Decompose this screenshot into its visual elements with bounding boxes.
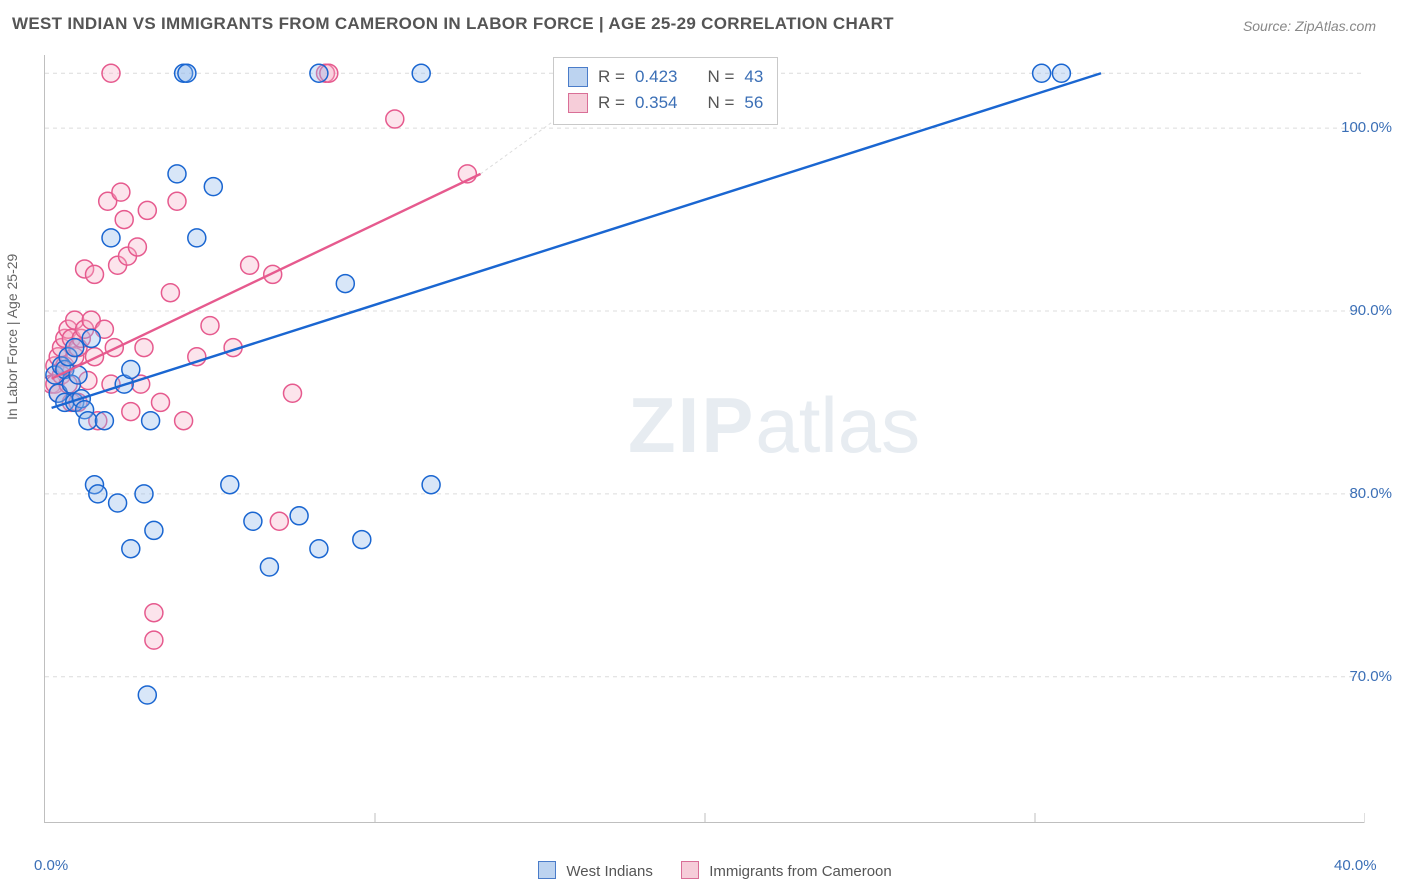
legend-swatch-blue <box>568 67 588 87</box>
legend-label-cameroon: Immigrants from Cameroon <box>709 863 892 880</box>
r-value: 0.423 <box>635 64 678 90</box>
y-tick-70: 70.0% <box>1349 668 1392 685</box>
y-axis-label: In Labor Force | Age 25-29 <box>4 254 20 420</box>
chart-title: WEST INDIAN VS IMMIGRANTS FROM CAMEROON … <box>12 14 894 34</box>
y-tick-80: 80.0% <box>1349 485 1392 502</box>
r-label: R = <box>598 90 625 116</box>
n-label: N = <box>707 90 734 116</box>
legend-label-west-indians: West Indians <box>566 863 652 880</box>
series-legend: West Indians Immigrants from Cameroon <box>0 861 1406 880</box>
legend-swatch-west-indians <box>538 861 556 879</box>
correlation-row-1: R = 0.423 N = 43 <box>568 64 763 90</box>
r-value: 0.354 <box>635 90 678 116</box>
n-value: 56 <box>744 90 763 116</box>
n-label: N = <box>707 64 734 90</box>
r-label: R = <box>598 64 625 90</box>
n-value: 43 <box>744 64 763 90</box>
plot-area <box>44 55 1364 823</box>
legend-swatch-pink <box>568 93 588 113</box>
legend-swatch-cameroon <box>681 861 699 879</box>
y-tick-100: 100.0% <box>1341 119 1392 136</box>
y-tick-90: 90.0% <box>1349 302 1392 319</box>
scatter-svg <box>45 55 1365 823</box>
source-attribution: Source: ZipAtlas.com <box>1243 18 1376 34</box>
correlation-row-2: R = 0.354 N = 56 <box>568 90 763 116</box>
correlation-legend: R = 0.423 N = 43 R = 0.354 N = 56 <box>553 57 778 125</box>
